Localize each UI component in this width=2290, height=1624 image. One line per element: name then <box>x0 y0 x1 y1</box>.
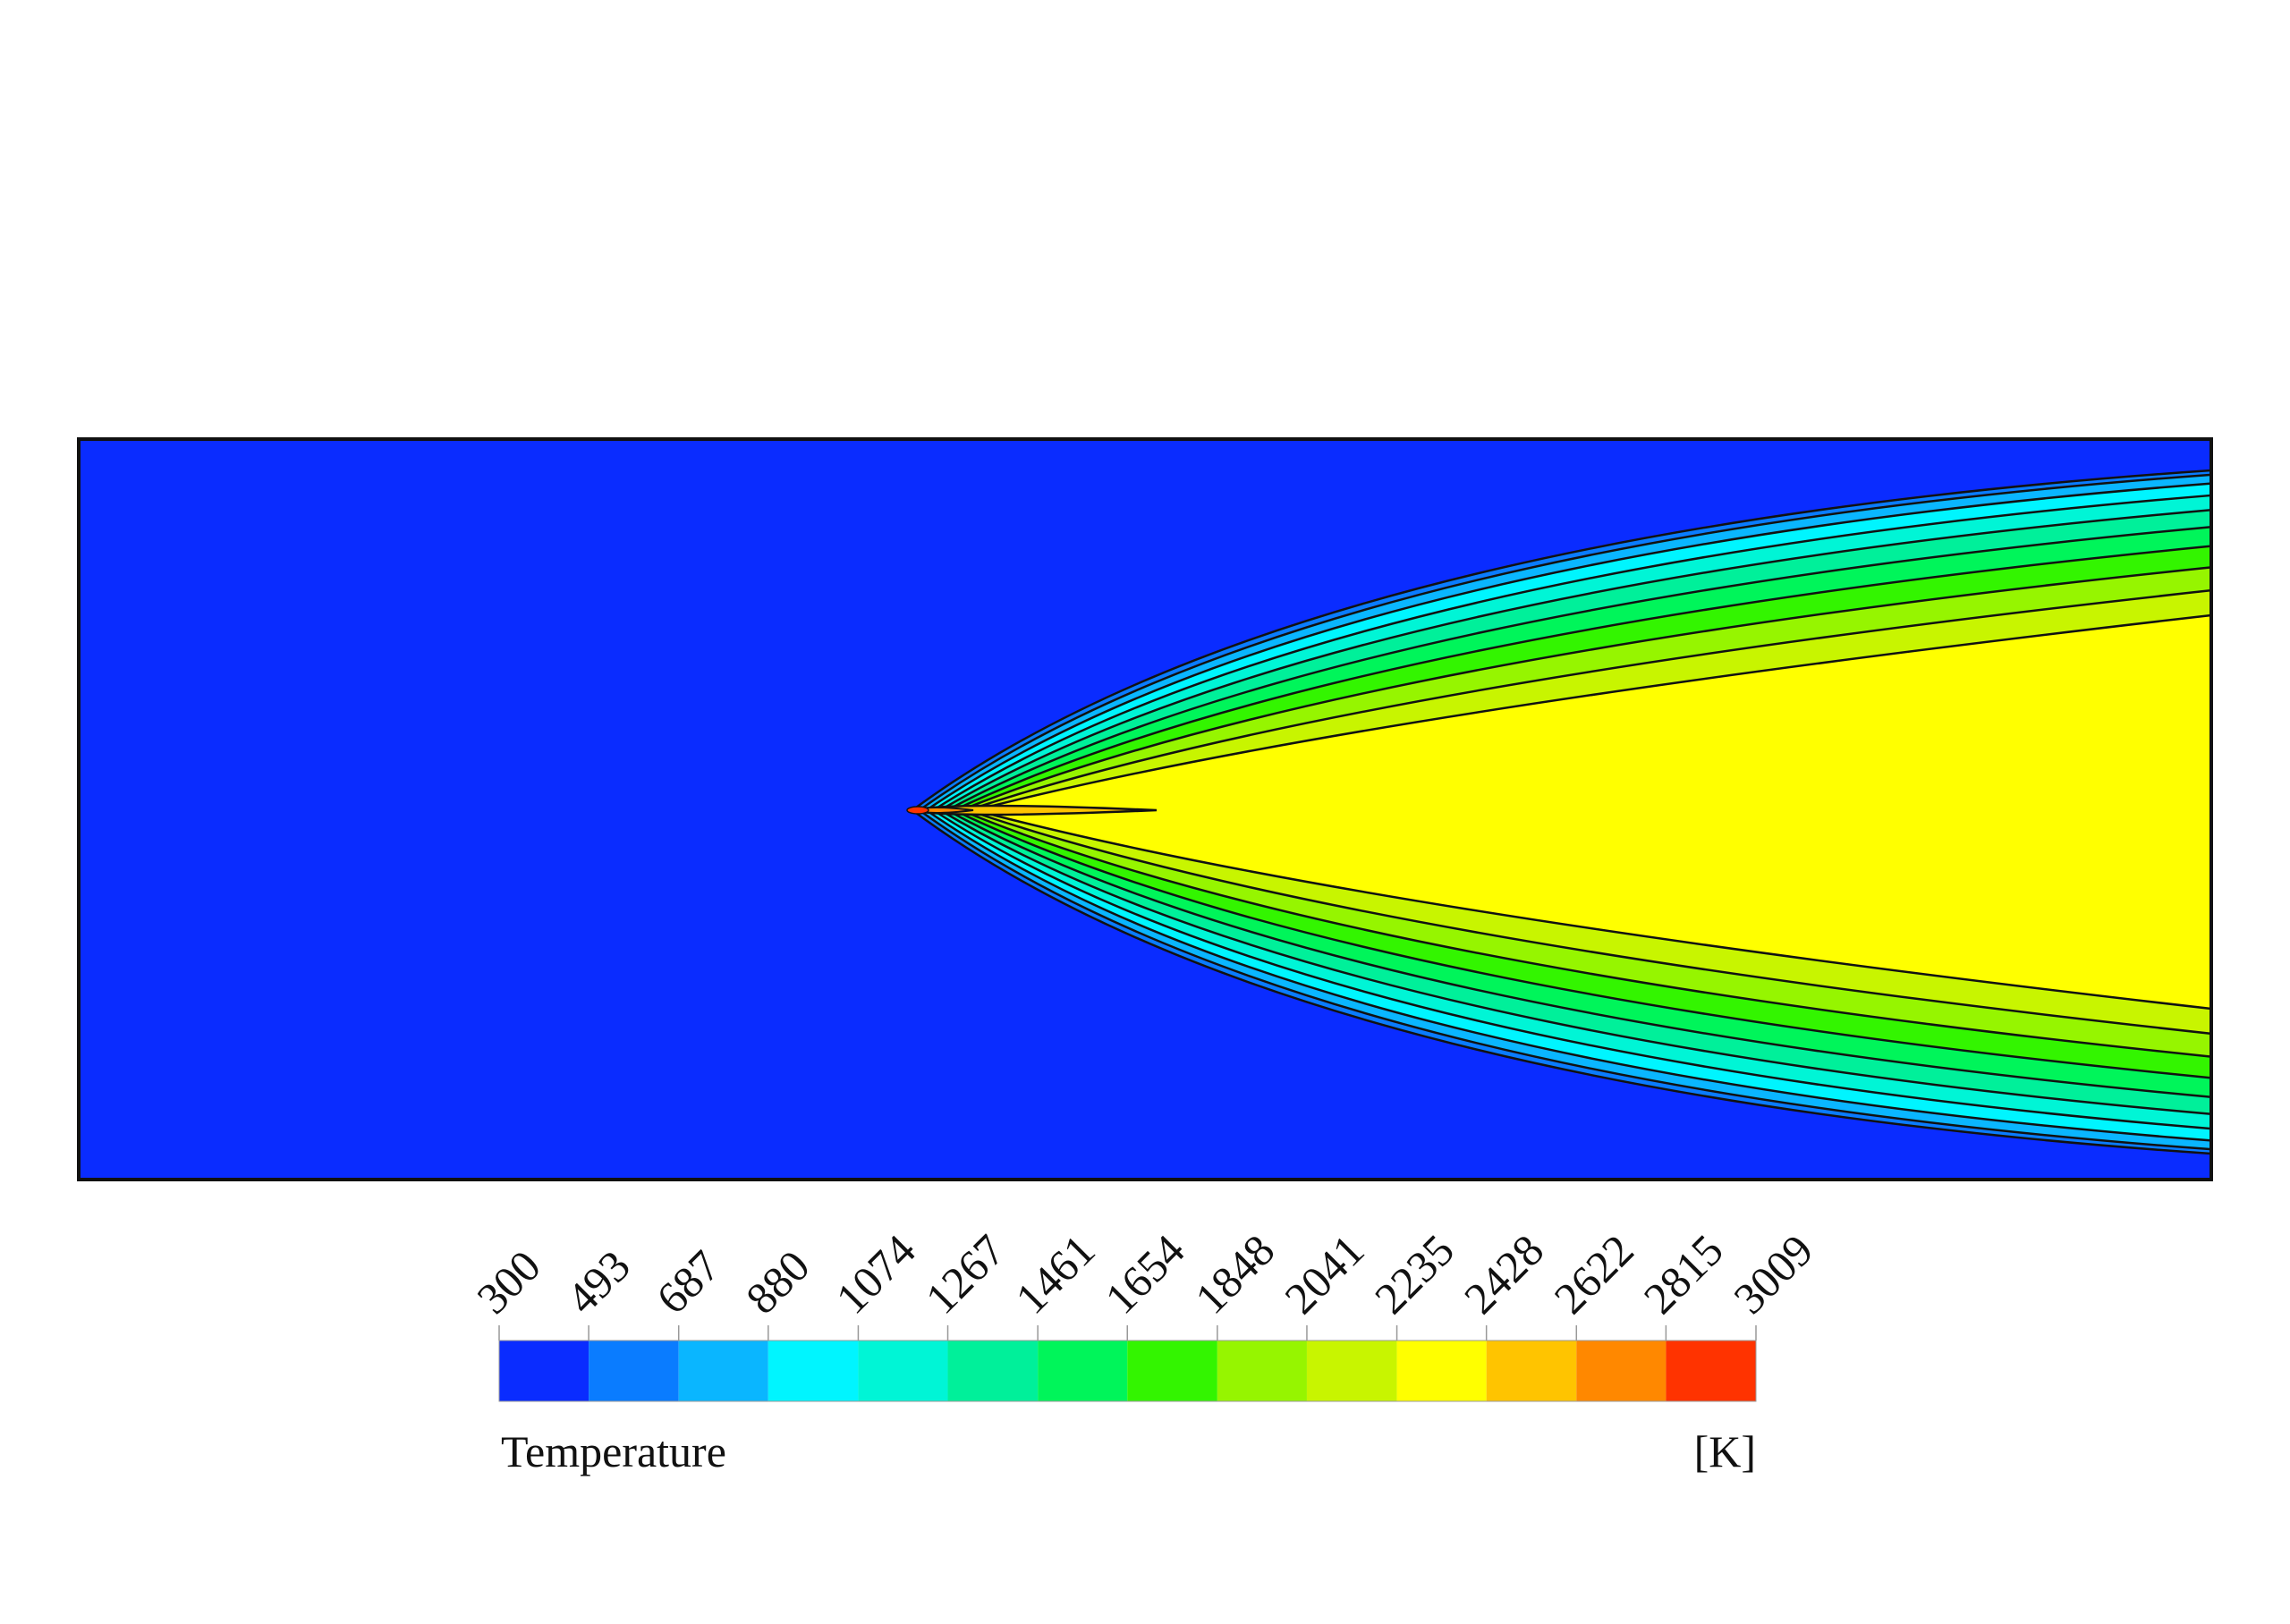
contour-field <box>79 439 2213 1180</box>
colorbar-tick-label: 493 <box>556 1240 640 1324</box>
colorbar-tick-label: 2622 <box>1544 1224 1642 1323</box>
colorbar-segment <box>1306 1341 1397 1401</box>
colorbar-tick-label: 880 <box>736 1240 819 1324</box>
colorbar-tick-label: 2815 <box>1634 1224 1733 1323</box>
colorbar-segment <box>858 1341 948 1401</box>
colorbar-segment <box>589 1341 679 1401</box>
colorbar-title: Temperature <box>501 1426 726 1476</box>
contour-core <box>910 804 1158 816</box>
colorbar-tick-label: 1074 <box>827 1224 925 1323</box>
colorbar-segment <box>1038 1341 1128 1401</box>
colorbar-tick-label: 300 <box>467 1240 550 1324</box>
colorbar-segment <box>678 1341 768 1401</box>
colorbar-segment <box>1576 1341 1667 1401</box>
colorbar-tick-label: 1848 <box>1185 1224 1284 1323</box>
colorbar-tick-label: 1267 <box>916 1224 1014 1323</box>
contour-core <box>906 806 929 815</box>
colorbar-tick-label: 1461 <box>1005 1224 1104 1323</box>
colorbar-tick-label: 1654 <box>1095 1224 1193 1323</box>
colorbar-segment <box>1666 1341 1756 1401</box>
domain-border <box>77 437 2213 1181</box>
colorbar-segment <box>947 1341 1039 1401</box>
colorbar-tick-label: 3009 <box>1724 1224 1822 1323</box>
colorbar-tick-label: 2041 <box>1275 1224 1373 1323</box>
colorbar-unit: [K] <box>1694 1426 1756 1476</box>
colorbar-segment <box>1486 1341 1577 1401</box>
colorbar-tick-label: 2235 <box>1365 1224 1463 1323</box>
colorbar-segment <box>1396 1341 1487 1401</box>
colorbar-segment <box>1217 1341 1307 1401</box>
colorbar-tick-label: 687 <box>647 1240 730 1324</box>
colorbar-tick-label: 2428 <box>1455 1224 1553 1323</box>
colorbar-segment <box>499 1341 589 1401</box>
colorbar: 300 493 687 880 1074126714611654184820412235… <box>467 1224 1822 1402</box>
colorbar-segment <box>1127 1341 1217 1401</box>
colorbar-segment <box>768 1341 859 1401</box>
